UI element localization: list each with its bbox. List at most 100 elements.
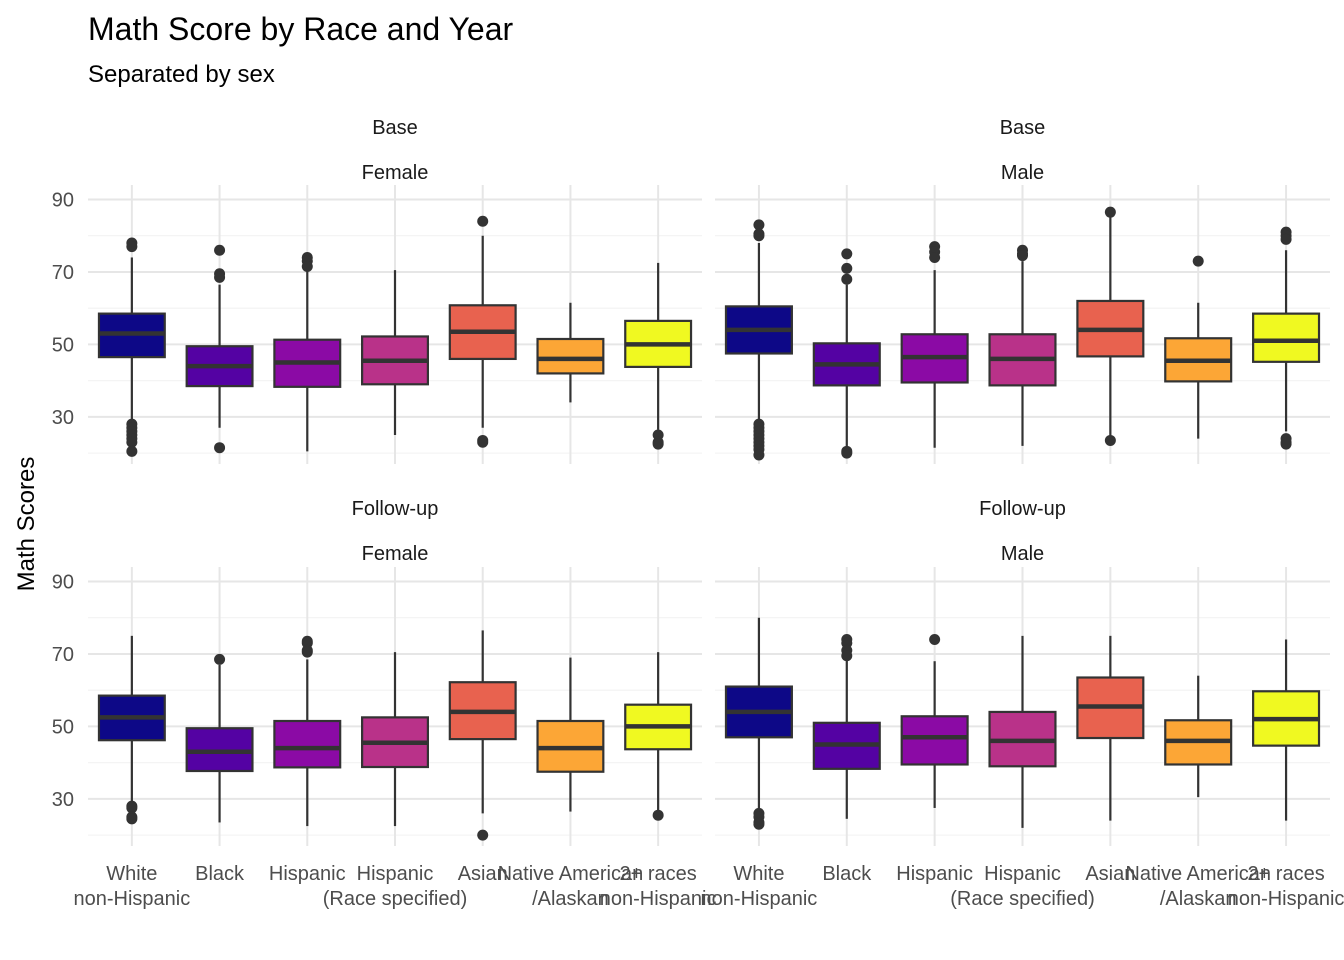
outlier-point — [841, 273, 853, 285]
box-6 — [1252, 639, 1321, 821]
box-5 — [1164, 675, 1233, 798]
box-1 — [812, 248, 881, 459]
x-tick-label-line: Asian — [1085, 863, 1135, 885]
outlier-point — [214, 244, 226, 256]
outlier-point — [1104, 206, 1116, 218]
outlier-point — [1280, 438, 1292, 450]
box-2 — [273, 635, 342, 827]
facet-panel: Base Male — [715, 117, 1330, 464]
y-tick-label: 50 — [52, 716, 74, 738]
outlier-point — [1017, 250, 1028, 262]
strip-label-sex: Female — [362, 162, 429, 184]
x-tick-label: Native American/Alaskan — [498, 863, 644, 910]
box-3 — [988, 244, 1057, 446]
x-tick-label-line: non-Hispanic — [73, 888, 190, 910]
outlier-point — [753, 230, 765, 242]
strip-label-sex: Male — [1001, 543, 1044, 565]
x-tick-label-line: White — [733, 863, 784, 885]
x-tick-label-line: /Alaskan — [1160, 888, 1237, 910]
x-tick-label-line: /Alaskan — [532, 888, 609, 910]
outlier-point — [301, 646, 313, 658]
x-tick-label-line: non-Hispanic — [1228, 888, 1344, 910]
y-tick-label: 90 — [52, 189, 74, 211]
outlier-point — [301, 261, 313, 273]
chart-subtitle: Separated by sex — [88, 61, 275, 88]
x-tick-label: Hispanic (Race specified) — [323, 863, 468, 910]
box-5 — [536, 657, 605, 812]
x-tick-label: Hispanic — [896, 863, 973, 885]
x-tick-label: 2+ races non-Hispanic — [1228, 863, 1344, 910]
x-tick-label: 2+ races non-Hispanic — [600, 863, 717, 910]
outlier-point — [477, 436, 489, 448]
box-6 — [624, 262, 693, 450]
box-iqr — [900, 715, 969, 766]
box-4 — [448, 630, 517, 841]
box-0 — [97, 237, 166, 457]
outlier-point — [841, 447, 853, 459]
box-3 — [988, 635, 1057, 828]
x-tick-label-line: 2+ races — [1247, 863, 1324, 885]
outlier-point — [929, 251, 941, 263]
outlier-point — [1192, 255, 1204, 267]
outlier-point — [1280, 233, 1292, 245]
box-4 — [1076, 206, 1145, 446]
outlier-point — [841, 262, 853, 274]
box-2 — [900, 633, 969, 808]
box-iqr — [536, 337, 605, 375]
box-5 — [536, 302, 605, 403]
box-1 — [812, 633, 881, 819]
outlier-point — [841, 650, 853, 662]
outlier-point — [652, 809, 664, 821]
outlier-point — [477, 215, 489, 227]
box-2 — [273, 251, 342, 452]
facet-panel: Follow-up Female 30 50 70 90 White non-Hispanic… — [52, 498, 717, 910]
outlier-point — [126, 813, 138, 825]
outlier-point — [126, 241, 138, 253]
box-0 — [724, 219, 793, 461]
box-4 — [448, 215, 517, 448]
x-tick-label: White non-Hispanic — [701, 863, 818, 910]
strip-label-year: Follow-up — [352, 498, 439, 520]
box-4 — [1076, 635, 1145, 821]
x-tick-label: Black — [822, 863, 872, 885]
x-tick-label-line: Hispanic — [357, 863, 434, 885]
box-2 — [900, 241, 969, 448]
x-tick-label: Hispanic (Race specified) — [950, 863, 1095, 910]
x-tick-label-line: Hispanic — [896, 863, 973, 885]
y-tick-label: 30 — [52, 407, 74, 429]
box-5 — [1164, 255, 1233, 439]
strip-label-year: Base — [372, 117, 418, 139]
x-tick-label-line: (Race specified) — [950, 888, 1095, 910]
x-tick-label: Asian — [1085, 863, 1135, 885]
x-tick-label-line: Native American — [1125, 863, 1271, 885]
x-tick-label-line: non-Hispanic — [701, 888, 818, 910]
x-tick-label-line: Hispanic — [269, 863, 346, 885]
outlier-point — [214, 653, 226, 665]
outlier-point — [929, 633, 941, 645]
strip-label-year: Base — [1000, 117, 1046, 139]
box-0 — [724, 617, 793, 830]
x-tick-label: Hispanic — [269, 863, 346, 885]
x-tick-label-line: Black — [822, 863, 872, 885]
y-tick-label: 30 — [52, 789, 74, 811]
box-3 — [361, 270, 429, 436]
outlier-point — [652, 438, 664, 450]
y-tick-label: 90 — [52, 571, 74, 593]
strip-label-year: Follow-up — [979, 498, 1066, 520]
box-iqr — [1252, 312, 1321, 363]
x-tick-label: Black — [195, 863, 245, 885]
box-6 — [1252, 226, 1321, 450]
box-iqr — [273, 719, 342, 769]
x-tick-label: Native American/Alaskan — [1125, 863, 1271, 910]
x-tick-label: White non-Hispanic — [73, 863, 190, 910]
chart-title: Math Score by Race and Year — [88, 11, 514, 47]
x-tick-label: Asian — [458, 863, 508, 885]
box-1 — [185, 653, 254, 823]
outlier-point — [841, 248, 853, 260]
outlier-point — [126, 436, 138, 448]
x-tick-label-line: (Race specified) — [323, 888, 468, 910]
x-tick-label-line: Hispanic — [984, 863, 1061, 885]
box-3 — [361, 652, 429, 827]
